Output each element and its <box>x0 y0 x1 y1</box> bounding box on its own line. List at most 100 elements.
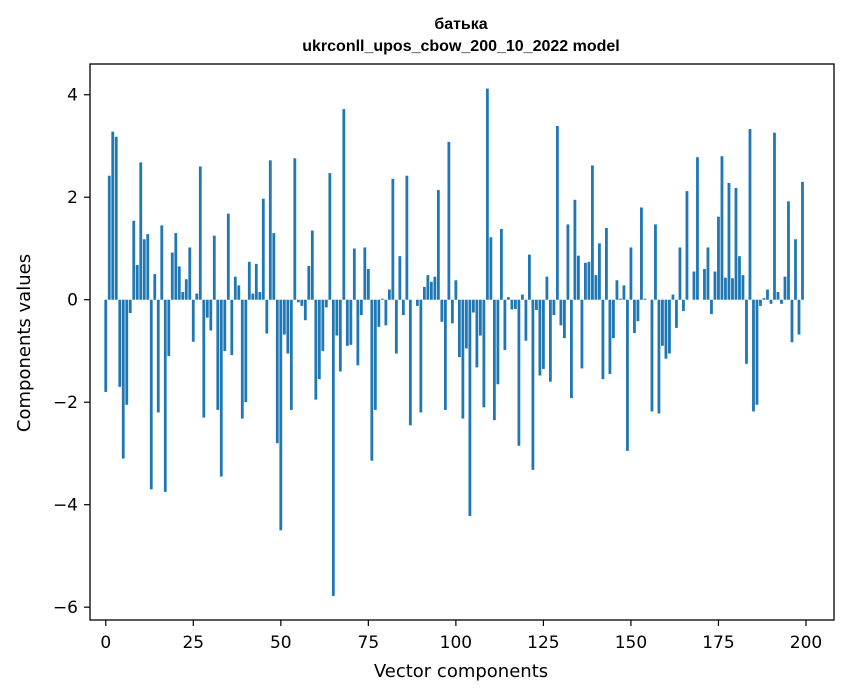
bar <box>310 230 314 300</box>
bar <box>622 285 626 300</box>
bar <box>608 299 612 375</box>
bar <box>181 292 185 300</box>
bar <box>594 275 598 300</box>
y-tick-label: 2 <box>67 188 78 208</box>
bar <box>524 299 528 341</box>
bar <box>268 160 272 300</box>
bar <box>612 299 615 339</box>
bar <box>489 237 493 300</box>
bar <box>783 276 787 300</box>
bar <box>230 299 234 356</box>
bar <box>366 268 370 300</box>
bar <box>440 299 444 322</box>
bar <box>485 88 489 300</box>
bar <box>520 294 524 300</box>
bar <box>731 278 734 300</box>
bar <box>121 299 125 459</box>
bar <box>307 265 311 300</box>
bar <box>643 298 647 300</box>
bar <box>209 299 213 331</box>
x-tick-label: 75 <box>358 633 380 653</box>
bar <box>671 294 675 300</box>
bar <box>780 299 783 304</box>
bar <box>692 271 696 300</box>
bar <box>429 281 433 300</box>
bar <box>314 299 318 400</box>
bar <box>717 216 720 300</box>
bar <box>331 299 335 596</box>
x-tick-label: 125 <box>527 633 559 653</box>
bar <box>163 299 167 492</box>
bar <box>170 252 174 300</box>
x-tick-label: 25 <box>182 633 204 653</box>
bar <box>380 298 384 300</box>
bar <box>118 299 122 387</box>
bar <box>457 299 461 358</box>
bar <box>139 162 143 300</box>
bar <box>745 299 748 364</box>
bar <box>773 132 776 300</box>
bar <box>535 299 538 310</box>
bar <box>591 165 594 300</box>
bar <box>184 279 188 300</box>
bar <box>265 299 269 334</box>
bar <box>258 292 262 300</box>
bar <box>769 299 773 304</box>
bar <box>363 247 367 300</box>
bar <box>762 298 766 300</box>
bar <box>475 299 479 368</box>
bar <box>174 233 178 300</box>
bar <box>492 299 496 421</box>
bar <box>461 299 465 419</box>
bar <box>727 182 731 300</box>
y-tick-label: −6 <box>53 598 78 618</box>
bar <box>370 299 374 461</box>
bar <box>563 299 566 339</box>
bar <box>223 299 227 351</box>
bar <box>661 299 664 346</box>
bar <box>244 299 248 403</box>
bar <box>422 286 426 300</box>
bar <box>226 213 230 300</box>
bar <box>517 299 521 446</box>
bar <box>352 248 356 300</box>
bar <box>286 299 290 354</box>
bar <box>629 247 633 300</box>
bar <box>237 285 241 300</box>
bar <box>696 157 699 300</box>
bar <box>577 255 580 300</box>
x-axis-label: Vector components <box>374 661 548 682</box>
bar <box>503 299 507 350</box>
bar <box>373 299 377 410</box>
bar <box>706 247 710 300</box>
bar <box>160 225 164 300</box>
bar <box>755 299 759 405</box>
bar <box>156 299 160 413</box>
bar <box>794 239 797 300</box>
bar <box>433 276 437 300</box>
bar <box>104 299 108 392</box>
bar <box>349 299 353 345</box>
bar <box>797 299 801 335</box>
bar <box>587 261 591 300</box>
bar <box>654 224 657 300</box>
bar <box>146 234 150 300</box>
bar <box>513 299 517 309</box>
bar <box>685 191 689 300</box>
bar <box>251 293 255 300</box>
bar <box>468 299 472 516</box>
bar <box>384 299 388 326</box>
bar <box>640 207 643 300</box>
x-tick-label: 100 <box>440 633 472 653</box>
bar <box>542 299 545 369</box>
bar <box>559 299 563 326</box>
bar <box>177 266 181 300</box>
bar <box>724 277 727 300</box>
bar <box>675 299 678 328</box>
bar <box>584 262 587 300</box>
bar <box>626 299 629 451</box>
bar <box>657 299 661 414</box>
y-axis-label: Components values <box>14 254 35 432</box>
bar <box>321 299 325 351</box>
bar <box>282 299 286 335</box>
